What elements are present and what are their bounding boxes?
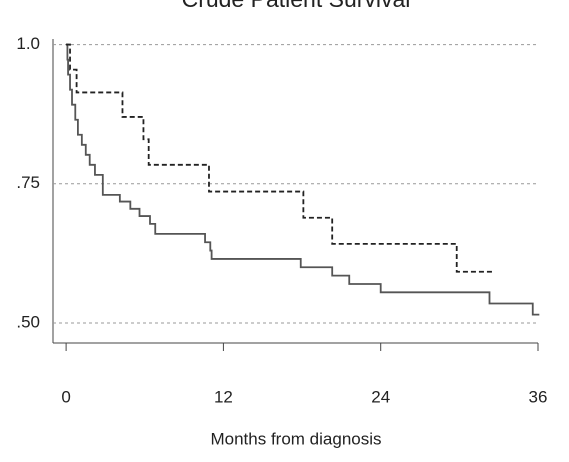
- y-tick-label: 1.0: [16, 34, 40, 53]
- x-tick-label: 36: [529, 387, 548, 406]
- y-tick-label: .50: [16, 312, 40, 331]
- y-tick-label: .75: [16, 173, 40, 192]
- x-tick-label: 12: [214, 387, 233, 406]
- survival-line: [66, 43, 540, 316]
- chart-title: Crude Patient Survival: [182, 0, 411, 12]
- x-tick-label: 24: [371, 387, 390, 406]
- survival-line: [66, 43, 495, 273]
- x-axis-label: Months from diagnosis: [210, 429, 381, 448]
- x-tick-label: 0: [61, 387, 70, 406]
